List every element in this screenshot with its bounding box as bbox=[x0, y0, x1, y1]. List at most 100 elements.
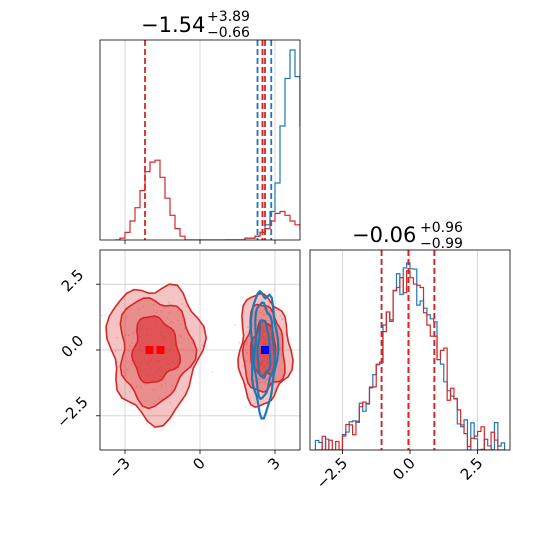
marker bbox=[261, 346, 269, 354]
y-tick-label: −2.5 bbox=[53, 393, 91, 431]
x-tick-label: −3 bbox=[105, 454, 133, 482]
scatter-point bbox=[264, 379, 267, 382]
contour-level bbox=[256, 318, 272, 380]
plot-area bbox=[314, 250, 506, 450]
scatter-point bbox=[170, 321, 172, 324]
scatter-point bbox=[258, 376, 261, 379]
scatter-point bbox=[279, 347, 281, 350]
scatter-point bbox=[258, 378, 261, 381]
scatter-point bbox=[126, 316, 129, 319]
scatter-point bbox=[246, 340, 249, 343]
panel-top-left bbox=[99, 39, 301, 244]
scatter-point bbox=[140, 386, 142, 388]
top-left-title: −1.54 +3.89 −0.66 bbox=[141, 9, 250, 41]
scatter-point bbox=[180, 335, 182, 338]
scatter-point bbox=[169, 401, 171, 404]
scatter-point bbox=[268, 322, 271, 325]
scatter-point bbox=[183, 337, 186, 340]
contour-level bbox=[252, 301, 277, 401]
scatter-point bbox=[245, 343, 248, 345]
scatter-point bbox=[116, 336, 118, 339]
scatter-point bbox=[201, 344, 204, 347]
scatter-point bbox=[144, 383, 147, 386]
bottom-right-title: −0.06 +0.96 −0.99 bbox=[352, 220, 463, 252]
y-tick-label: 2.5 bbox=[58, 266, 88, 296]
scatter-point bbox=[245, 360, 248, 362]
scatter-point bbox=[241, 364, 244, 367]
histogram-series bbox=[314, 262, 506, 450]
scatter-point bbox=[261, 311, 264, 313]
scatter-point bbox=[238, 341, 240, 344]
title-main: −1.54 bbox=[141, 13, 205, 37]
scatter-point bbox=[191, 342, 194, 345]
scatter-point bbox=[263, 381, 266, 383]
histogram-series bbox=[115, 159, 300, 240]
scatter-point bbox=[100, 314, 103, 317]
scatter-point bbox=[273, 289, 275, 292]
x-tick-label: 0 bbox=[189, 454, 208, 473]
scatter-point bbox=[124, 371, 127, 374]
scatter-point bbox=[260, 381, 262, 383]
x-tick-label: 3 bbox=[264, 454, 283, 473]
scatter-point bbox=[168, 312, 171, 315]
plot-area bbox=[100, 250, 300, 455]
scatter-point bbox=[128, 390, 131, 393]
scatter-point bbox=[245, 351, 248, 354]
x-tick-label: 0.0 bbox=[389, 454, 419, 484]
scatter-point bbox=[158, 397, 161, 400]
scatter-point bbox=[177, 319, 180, 322]
scatter-point bbox=[129, 361, 132, 363]
scatter-point bbox=[136, 385, 138, 388]
title-sup: +3.89 bbox=[207, 9, 250, 25]
contour-level bbox=[249, 289, 280, 420]
contour-level bbox=[130, 315, 182, 384]
scatter-point bbox=[125, 334, 127, 336]
scatter-point bbox=[162, 378, 165, 381]
scatter-point bbox=[160, 385, 163, 388]
scatter-point bbox=[164, 382, 167, 385]
scatter-point bbox=[266, 374, 269, 377]
x-tick-label: 2.5 bbox=[457, 454, 487, 484]
scatter-point bbox=[275, 314, 277, 316]
title-sup: +0.96 bbox=[420, 220, 463, 236]
scatter-point bbox=[161, 397, 164, 400]
title-main: −0.06 bbox=[352, 223, 416, 247]
scatter-point bbox=[116, 361, 119, 364]
title-sub: −0.99 bbox=[420, 236, 463, 252]
scatter-point bbox=[152, 308, 155, 311]
panel-bottom-left: −3 0 3 2.5 0.0 −2.5 bbox=[53, 249, 301, 482]
scatter-point bbox=[142, 305, 145, 308]
title-sub: −0.66 bbox=[207, 25, 250, 41]
scatter-point bbox=[127, 334, 130, 337]
scatter-point bbox=[155, 311, 158, 314]
scatter-point bbox=[127, 350, 130, 352]
scatter-point bbox=[264, 382, 267, 385]
panel-bottom-right: −2.5 0.0 2.5 bbox=[309, 249, 511, 493]
histogram-series bbox=[315, 270, 505, 450]
scatter-point bbox=[244, 406, 247, 409]
scatter-point bbox=[253, 380, 256, 382]
x-tick-label: −2.5 bbox=[313, 454, 351, 492]
scatter-point bbox=[114, 349, 117, 352]
scatter-point bbox=[179, 334, 182, 337]
scatter-point bbox=[279, 315, 282, 318]
scatter-point bbox=[278, 353, 281, 355]
scatter-point bbox=[245, 453, 247, 455]
scatter-point bbox=[160, 310, 163, 313]
scatter-point bbox=[211, 371, 214, 374]
scatter-point bbox=[123, 374, 126, 377]
scatter-point bbox=[172, 321, 175, 324]
y-tick-label: 0.0 bbox=[58, 332, 88, 362]
scatter-point bbox=[152, 304, 155, 306]
scatter-point bbox=[258, 381, 261, 384]
scatter-point bbox=[266, 378, 269, 380]
scatter-point bbox=[245, 384, 248, 386]
scatter-point bbox=[152, 388, 155, 391]
scatter-point bbox=[131, 363, 134, 365]
scatter-point bbox=[259, 311, 261, 314]
scatter-point bbox=[183, 328, 186, 330]
scatter-point bbox=[185, 305, 188, 308]
marker bbox=[156, 346, 165, 354]
scatter-point bbox=[166, 317, 169, 320]
